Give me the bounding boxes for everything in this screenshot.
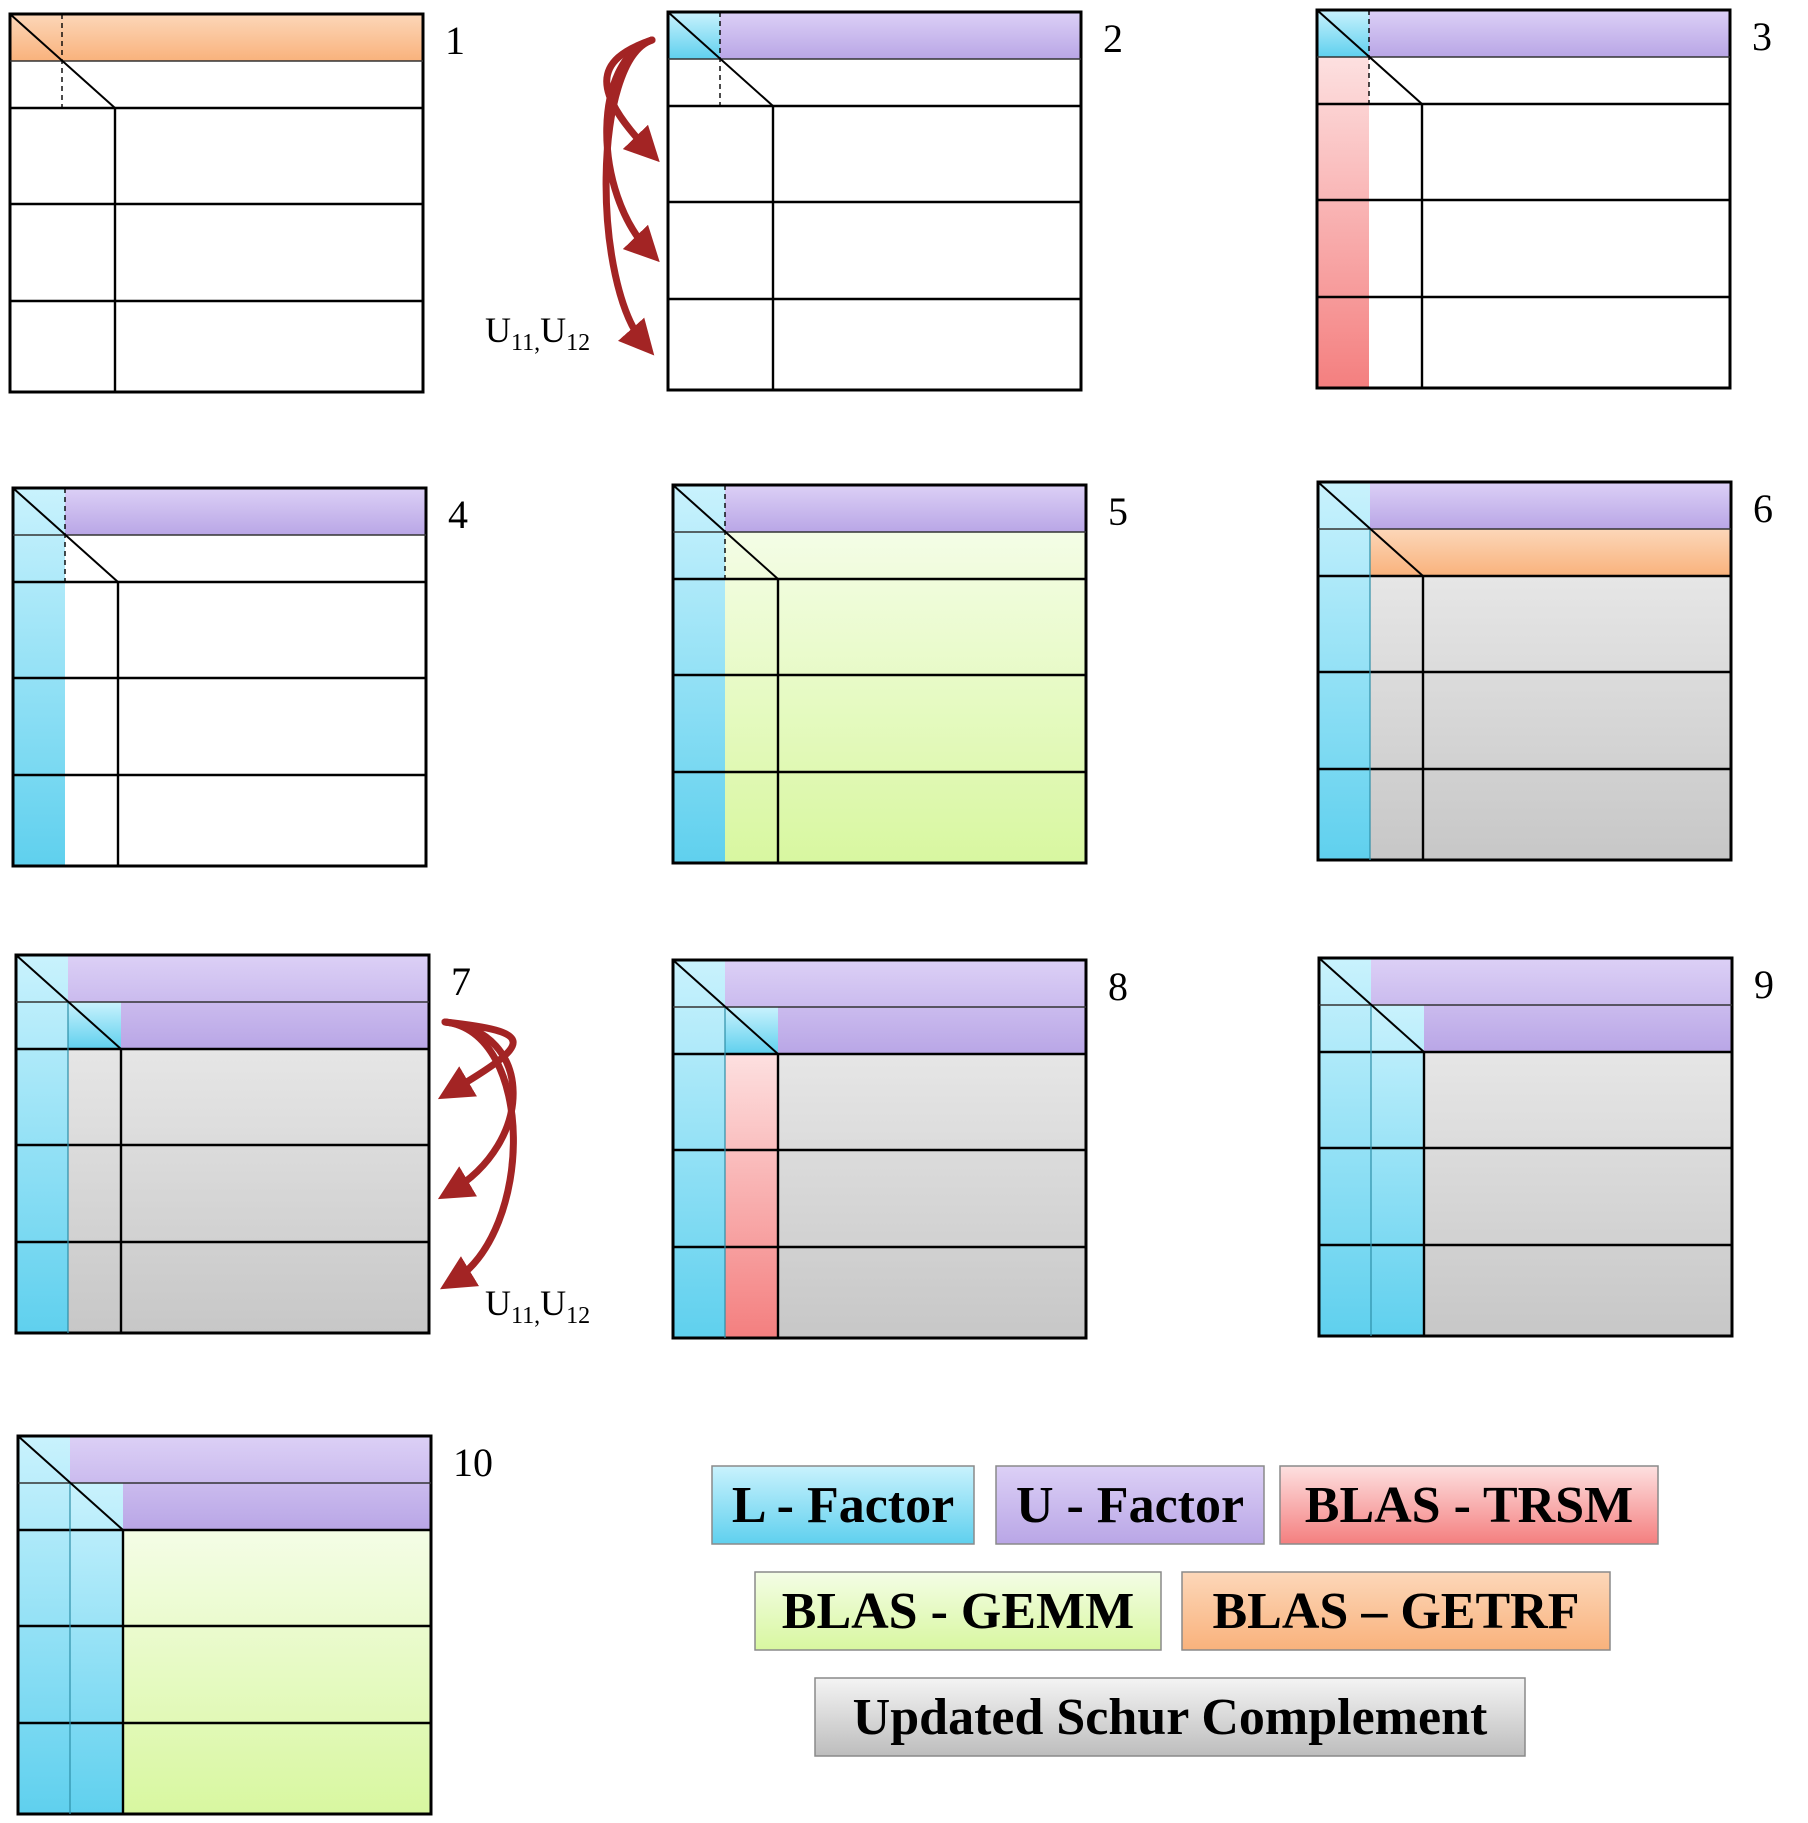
panel-10: 10 [16, 1434, 493, 1816]
panel-number: 9 [1754, 962, 1774, 1007]
arrow-panel-7: U11,U12 [437, 1018, 590, 1329]
panel-number: 4 [448, 492, 468, 537]
panel-5: 5 [671, 483, 1128, 865]
block-r [1370, 529, 1731, 576]
block-l [1371, 1005, 1424, 1336]
arrow-label: U11,U12 [485, 310, 590, 356]
block-g [123, 1530, 431, 1814]
legend-label: BLAS - GEMM [782, 1583, 1134, 1640]
legend-label: L - Factor [732, 1477, 954, 1534]
arrow-label: U11,U12 [485, 1283, 590, 1329]
panel-number: 6 [1753, 486, 1773, 531]
block-g [725, 532, 1086, 863]
panel-4: 4 [11, 486, 468, 868]
block-t [1317, 57, 1369, 388]
panel-1: 1 [8, 12, 465, 394]
panel-number: 5 [1108, 489, 1128, 534]
block-t [725, 1054, 778, 1338]
block-s [1424, 1052, 1732, 1336]
legend-swatch [754, 1571, 1162, 1651]
legend-item-gemm: BLAS - GEMM [754, 1571, 1162, 1651]
panel-number: 3 [1752, 14, 1772, 59]
arrow-curve-1 [437, 1018, 517, 1100]
panel-7: 7 [14, 953, 471, 1335]
panel-6: 6 [1316, 480, 1773, 862]
block-u [725, 485, 1086, 532]
panel-number: 8 [1108, 964, 1128, 1009]
block-u [1369, 10, 1730, 57]
panel-number: 1 [445, 18, 465, 63]
arrow-curve-3 [602, 36, 656, 356]
panel-9: 9 [1317, 956, 1774, 1338]
block-s [1370, 576, 1731, 860]
legend-label: BLAS – GETRF [1213, 1583, 1580, 1640]
diagonal-line [1317, 481, 1424, 577]
legend-label: U - Factor [1016, 1477, 1244, 1534]
legend-swatch [995, 1465, 1265, 1545]
diagonal-line [15, 954, 122, 1050]
block-r [10, 14, 423, 61]
panel-2: 2 [666, 10, 1123, 392]
panel-3: 3 [1315, 8, 1772, 390]
legend-item-trsm: BLAS - TRSM [1279, 1465, 1659, 1545]
legend-item-u-factor: U - Factor [995, 1465, 1265, 1545]
panel-8: 8 [671, 958, 1128, 1340]
block-s [68, 1049, 429, 1333]
diagonal-line [17, 1435, 124, 1531]
legend-swatch [711, 1465, 975, 1545]
legend-swatch [814, 1677, 1526, 1757]
legend-swatch [1279, 1465, 1659, 1545]
legend-label: Updated Schur Complement [853, 1689, 1488, 1746]
arrow-panel-2: U11,U12 [485, 36, 660, 356]
legend-label: BLAS - TRSM [1305, 1477, 1633, 1534]
block-u [1370, 482, 1731, 529]
legend-item-l-factor: L - Factor [711, 1465, 975, 1545]
arrow-curve-3 [440, 1018, 517, 1290]
legend-item-schur: Updated Schur Complement [814, 1677, 1526, 1757]
block-u [720, 12, 1081, 59]
block-u [65, 488, 426, 535]
block-l [70, 1483, 123, 1814]
arrow-curve-2 [437, 1018, 517, 1200]
diagonal-line [672, 959, 779, 1055]
legend-swatch [1181, 1571, 1611, 1651]
panel-number: 7 [451, 959, 471, 1004]
panel-number: 2 [1103, 16, 1123, 61]
legend-item-getrf: BLAS – GETRF [1181, 1571, 1611, 1651]
block-s [778, 1054, 1086, 1338]
panel-number: 10 [453, 1440, 493, 1485]
diagonal-line [1318, 957, 1425, 1053]
